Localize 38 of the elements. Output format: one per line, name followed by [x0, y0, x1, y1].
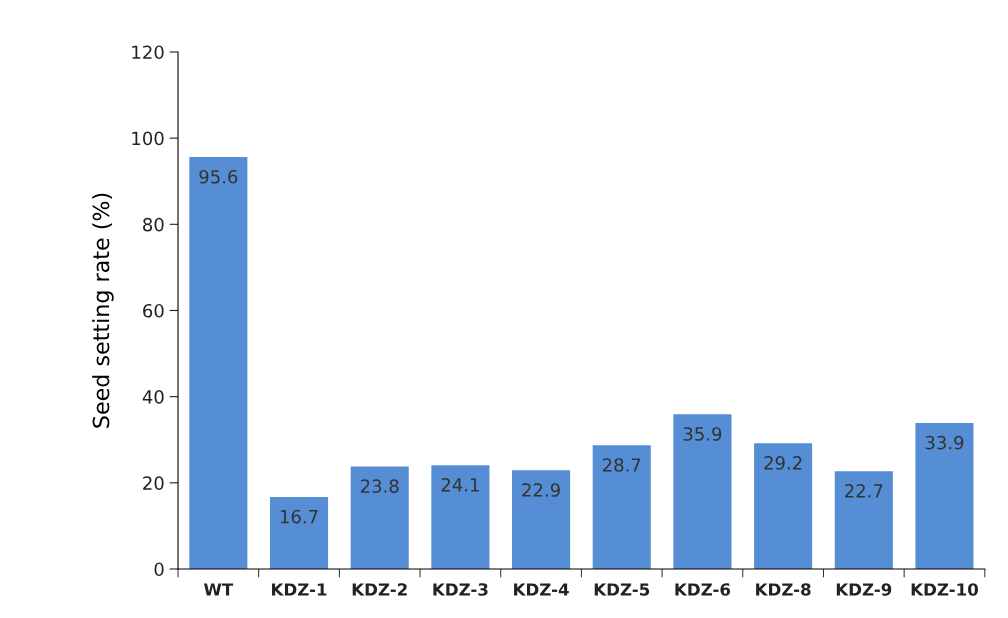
y-axis-title: Seed setting rate (%): [92, 193, 114, 428]
y-tick-label: 0: [154, 562, 164, 577]
x-tick-label: KDZ-1: [272, 583, 327, 596]
data-label: 33.9: [925, 435, 964, 450]
data-label: 24.1: [441, 477, 479, 492]
bar: [834, 471, 893, 569]
y-tick-label: 120: [132, 45, 164, 60]
y-tick-label: 80: [143, 217, 164, 232]
y-tick-label: 40: [142, 390, 164, 404]
bar: [431, 465, 490, 569]
y-tick-label: 60: [143, 303, 164, 318]
y-tick-label: 100: [132, 131, 164, 146]
x-tick-label: KDZ-8: [756, 583, 811, 596]
bar: [189, 157, 248, 569]
x-tick-label: KDZ-2: [352, 583, 407, 596]
bar: [350, 466, 409, 569]
data-label: 22.7: [845, 484, 883, 498]
x-tick-label: KDZ-4: [514, 583, 569, 596]
x-tick-label: KDZ-6: [675, 583, 731, 596]
y-tick-label: 20: [143, 476, 164, 490]
bar: [915, 422, 974, 569]
x-tick-label: KDZ-9: [836, 583, 892, 596]
bar: [592, 445, 651, 569]
data-label: 23.8: [360, 479, 399, 493]
data-label: 16.7: [280, 509, 318, 524]
data-label: 28.7: [602, 458, 641, 472]
bar: [673, 414, 732, 569]
x-tick-label: WT: [203, 583, 234, 596]
x-tick-label: KDZ-5: [594, 583, 650, 596]
data-label: 29.2: [764, 456, 802, 470]
x-tick-label: KDZ-10: [911, 583, 979, 596]
bar: [754, 443, 813, 569]
data-label: 35.9: [683, 427, 722, 441]
x-tick-label: KDZ-3: [433, 583, 488, 596]
bar: [512, 470, 571, 569]
bar: [269, 497, 329, 569]
data-label: 22.9: [522, 483, 560, 497]
data-label: 95.6: [199, 169, 238, 184]
